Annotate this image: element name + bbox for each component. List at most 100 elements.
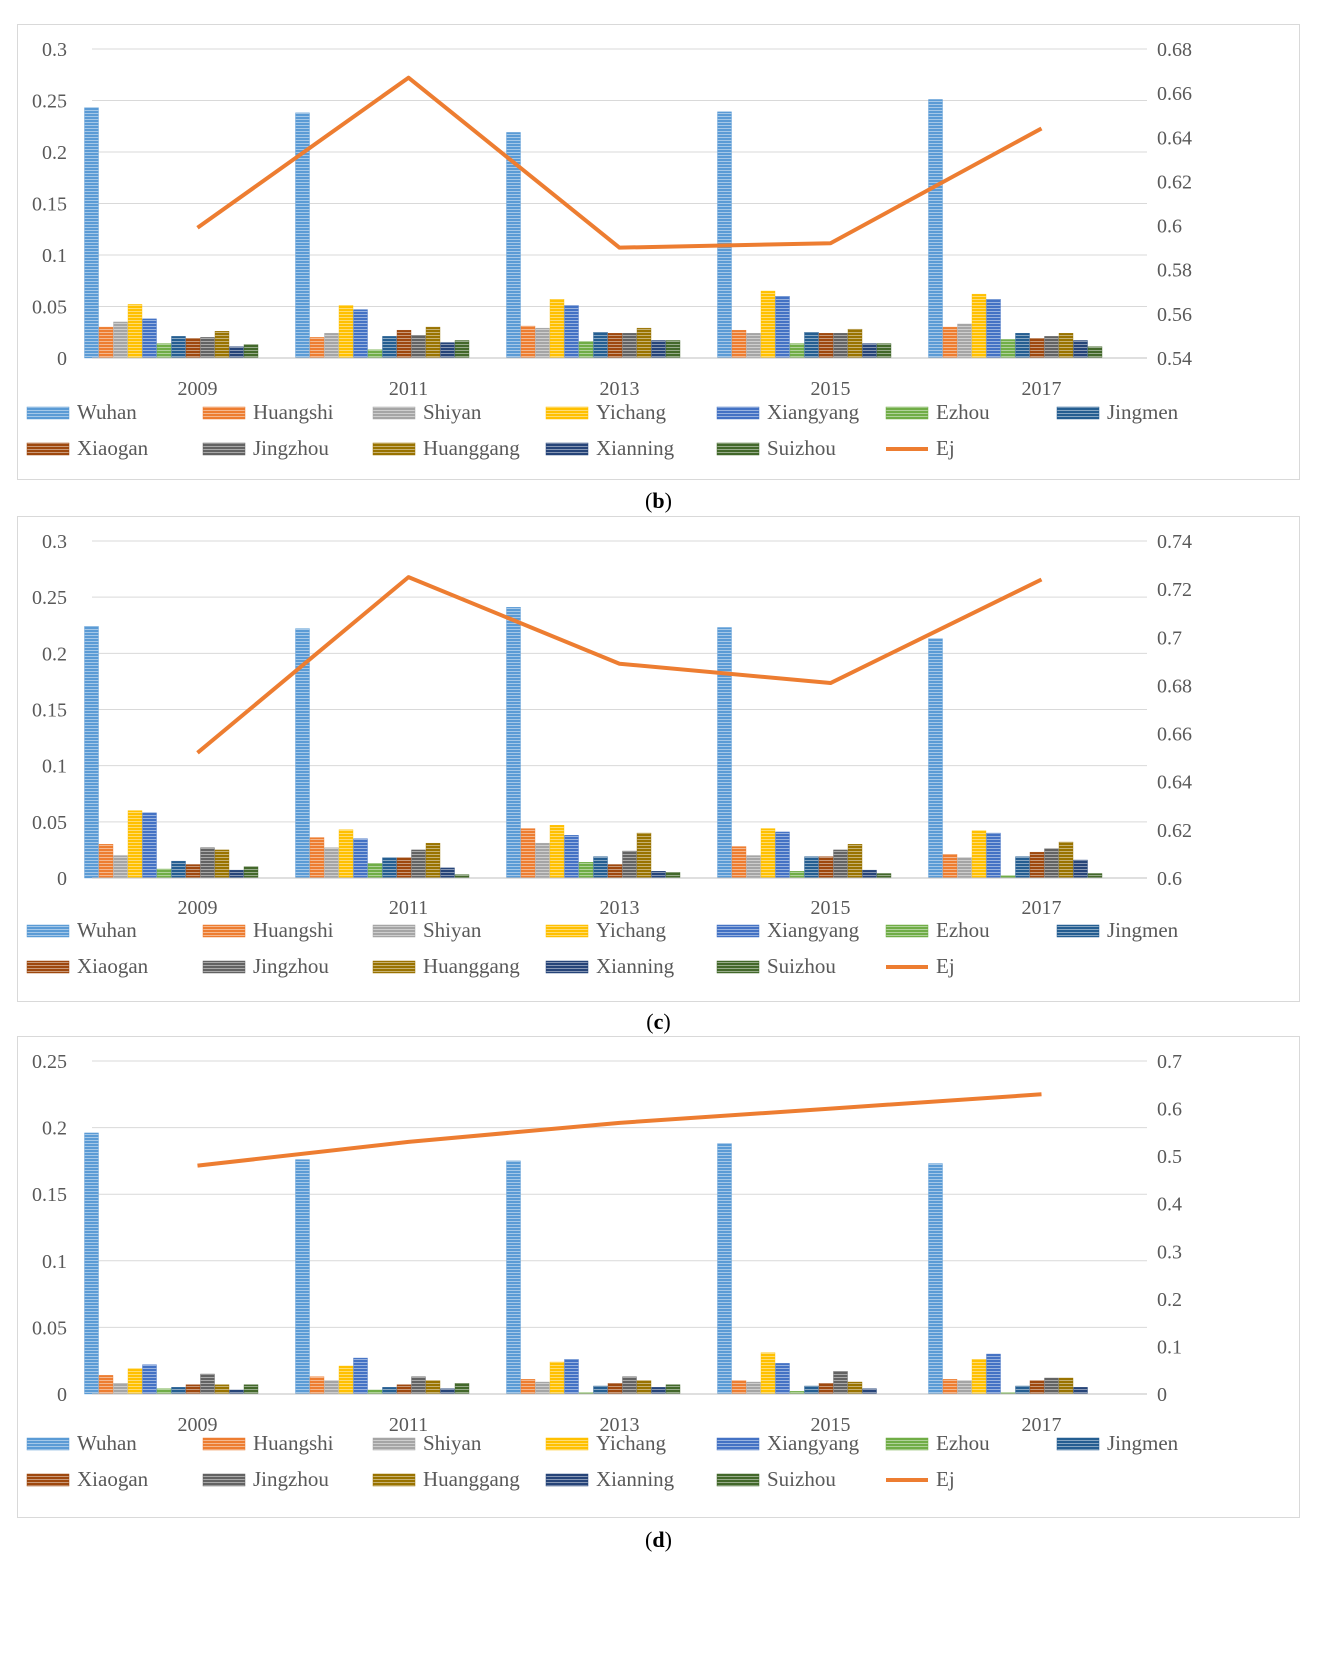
- ej-line: [196, 75, 1043, 250]
- bar-wuhan-2013: [506, 607, 521, 879]
- legend-label-jingmen: Jingmen: [1107, 400, 1179, 424]
- y-tick-label: 0.2: [42, 643, 67, 665]
- y2-tick-label: 0.6: [1157, 216, 1182, 238]
- y-tick-label: 0.1: [42, 1251, 67, 1273]
- bar-jingmen-2011: [382, 1387, 397, 1395]
- legend-swatch-ezhou: [885, 1437, 929, 1451]
- bar-xiaogan-2013: [607, 333, 623, 359]
- y-tick-label: 0: [57, 348, 67, 370]
- legend-label-xianning: Xianning: [596, 1467, 675, 1491]
- bar-xiangyang-2009: [142, 318, 157, 359]
- bar-ezhou-2011: [367, 863, 383, 879]
- bar-huangshi-2015: [731, 846, 747, 879]
- y-tick-label: 0.15: [32, 194, 67, 216]
- legend-label-xiaogan: Xiaogan: [77, 436, 149, 460]
- bar-xiangyang-2015: [775, 1363, 790, 1395]
- bar-huanggang-2009: [214, 1384, 230, 1395]
- y2-tick-label: 0.68: [1157, 675, 1192, 697]
- bar-xianning-2011: [440, 1388, 455, 1395]
- x-tick-label: 2013: [600, 1414, 640, 1436]
- ej-line: [196, 575, 1043, 755]
- bar-ezhou-2011: [367, 1389, 383, 1395]
- bar-huangshi-2011: [309, 1376, 325, 1395]
- bar-ezhou-2013: [578, 862, 594, 879]
- legend-swatch-huanggang: [372, 1473, 416, 1487]
- legend-swatch-shiyan: [372, 406, 416, 420]
- bar-jingmen-2011: [382, 336, 397, 359]
- y2-tick-label: 0.7: [1157, 627, 1182, 649]
- bar-huangshi-2011: [309, 837, 325, 879]
- bar-yichang-2009: [127, 810, 143, 879]
- bar-jingzhou-2013: [622, 1376, 637, 1395]
- bar-wuhan-2017: [928, 99, 943, 359]
- legend-label-jingzhou: Jingzhou: [253, 1467, 329, 1491]
- legend-swatch-jingmen: [1056, 1437, 1100, 1451]
- y2-tick-label: 0.3: [1157, 1241, 1182, 1263]
- bar-jingzhou-2011: [411, 1376, 426, 1395]
- y2-tick-label: 0.64: [1157, 772, 1192, 794]
- caption-b: (b): [645, 488, 672, 513]
- legend-swatch-suizhou: [716, 442, 760, 456]
- bar-xiaogan-2011: [396, 329, 412, 359]
- bar-yichang-2009: [127, 1368, 143, 1395]
- chart-panel-b: 0 0.05 0.1 0.15 0.2 0.25 0.3 0.54 0.56 0.58 0.6 0.6…: [26, 39, 1192, 460]
- x-tick-label: 2015: [811, 378, 851, 400]
- legend-label-xianning: Xianning: [596, 954, 675, 978]
- x-tick-label: 2011: [389, 378, 428, 400]
- y-tick-label: 0.05: [32, 1317, 67, 1339]
- y-tick-label: 0.1: [42, 245, 67, 267]
- bar-xiaogan-2017: [1029, 851, 1045, 879]
- legend-swatch-yichang: [545, 406, 589, 420]
- bar-jingmen-2013: [593, 856, 608, 879]
- legend-swatch-jingmen: [1056, 406, 1100, 420]
- bar-jingzhou-2013: [622, 850, 637, 879]
- bar-xianning-2009: [229, 1389, 244, 1395]
- legend-label-xiangyang: Xiangyang: [767, 1431, 860, 1455]
- y2-tick-label: 0.58: [1157, 260, 1192, 282]
- y-tick-label: 0.05: [32, 812, 67, 834]
- bar-huanggang-2009: [214, 849, 230, 879]
- bar-xianning-2011: [440, 867, 455, 879]
- y-tick-label: 0.25: [32, 91, 67, 113]
- legend-label-yichang: Yichang: [596, 400, 666, 424]
- bar-jingzhou-2015: [833, 849, 848, 879]
- bar-huangshi-2009: [98, 1375, 114, 1395]
- bar-xiangyang-2013: [564, 835, 579, 879]
- bar-shiyan-2009: [113, 1383, 128, 1395]
- bar-shiyan-2017: [957, 1380, 972, 1395]
- bar-ezhou-2015: [789, 343, 805, 359]
- legend-label-jingmen: Jingmen: [1107, 1431, 1179, 1455]
- legend-swatch-yichang: [545, 924, 589, 938]
- bar-yichang-2017: [971, 830, 987, 879]
- bar-wuhan-2011: [295, 1159, 310, 1395]
- bar-ezhou-2015: [789, 871, 805, 879]
- bar-yichang-2013: [549, 825, 565, 879]
- legend-label-wuhan: Wuhan: [77, 400, 137, 424]
- x-tick-label: 2011: [389, 1414, 428, 1436]
- bar-jingzhou-2009: [200, 1373, 215, 1395]
- bar-huangshi-2015: [731, 1380, 747, 1395]
- bar-jingzhou-2011: [411, 335, 426, 359]
- bar-shiyan-2017: [957, 857, 972, 879]
- legend-swatch-suizhou: [716, 1473, 760, 1487]
- bar-huanggang-2015: [847, 328, 863, 359]
- legend-swatch-huangshi: [202, 924, 246, 938]
- bar-huangshi-2009: [98, 844, 114, 879]
- bar-huanggang-2009: [214, 331, 230, 359]
- bar-huangshi-2017: [942, 854, 958, 879]
- bar-suizhou-2011: [454, 1383, 470, 1395]
- legend-swatch-xiangyang: [716, 406, 760, 420]
- bar-huangshi-2015: [731, 329, 747, 359]
- y-tick-label: 0.05: [32, 297, 67, 319]
- legend-label-ezhou: Ezhou: [936, 400, 990, 424]
- y-tick-label: 0.25: [32, 587, 67, 609]
- legend-label-shiyan: Shiyan: [423, 918, 482, 942]
- bar-huanggang-2015: [847, 844, 863, 879]
- bar-jingmen-2013: [593, 1385, 608, 1395]
- bar-xianning-2013: [651, 1387, 666, 1395]
- bar-shiyan-2017: [957, 323, 972, 359]
- y2-tick-label: 0.68: [1157, 39, 1192, 61]
- bar-wuhan-2017: [928, 1163, 943, 1395]
- chart-panel-d-frame: [17, 1036, 1300, 1518]
- bar-xiangyang-2017: [986, 1353, 1001, 1395]
